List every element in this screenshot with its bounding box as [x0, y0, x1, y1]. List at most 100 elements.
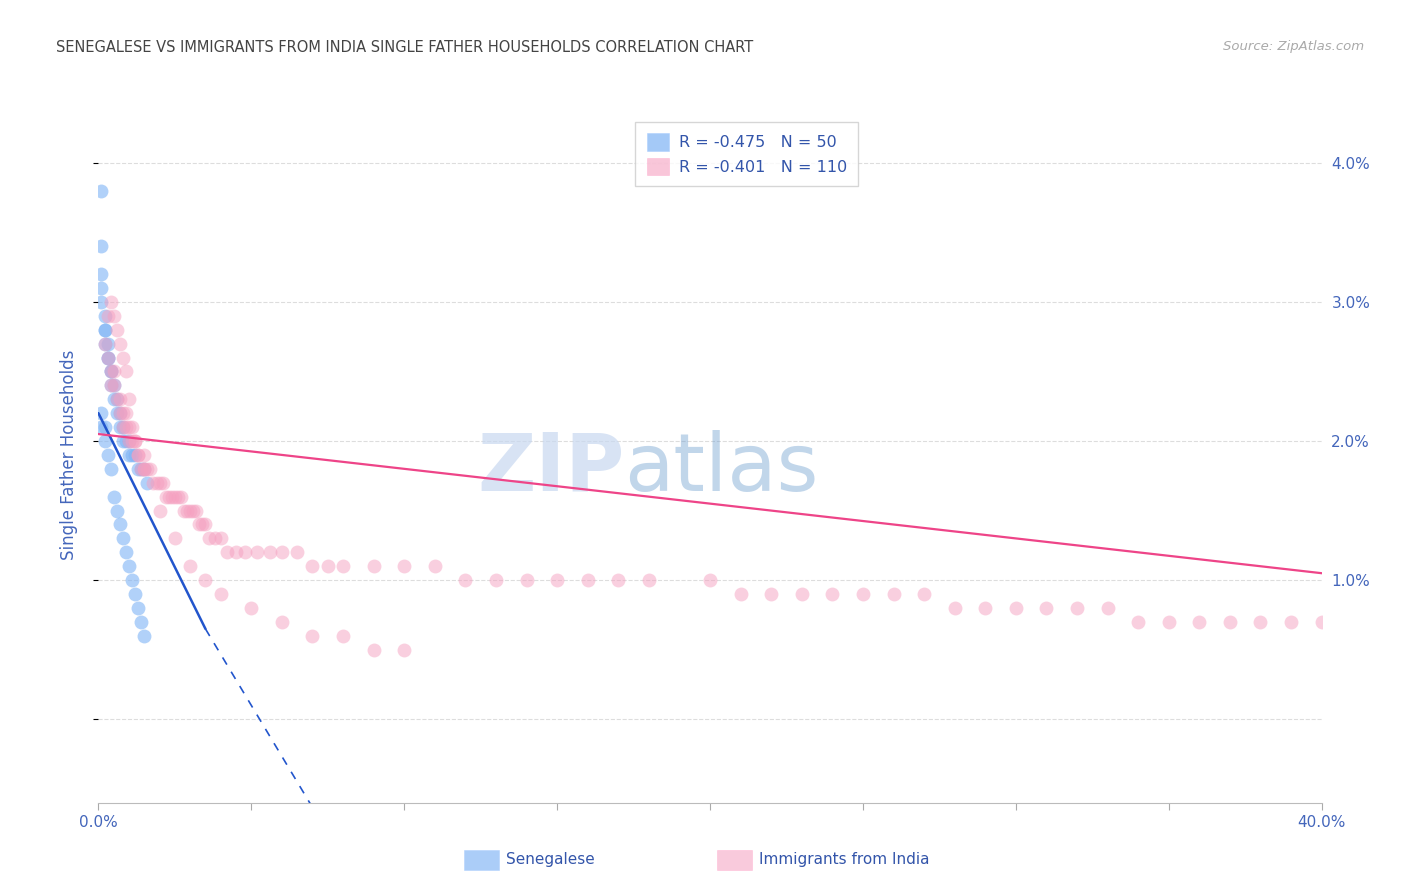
- Point: [204, 532, 226, 546]
- Point: [108, 336, 131, 351]
- Point: [124, 434, 146, 448]
- Point: [108, 420, 131, 434]
- Point: [1035, 601, 1057, 615]
- Point: [118, 434, 141, 448]
- Point: [115, 406, 138, 420]
- Point: [485, 573, 508, 587]
- Point: [139, 462, 162, 476]
- Text: ZIP: ZIP: [477, 430, 624, 508]
- Point: [103, 392, 125, 407]
- Point: [179, 503, 201, 517]
- Point: [637, 573, 661, 587]
- Point: [179, 559, 201, 574]
- Point: [316, 559, 339, 574]
- Point: [97, 351, 120, 365]
- Point: [197, 532, 219, 546]
- Point: [1310, 615, 1333, 629]
- Legend: R = -0.475   N = 50, R = -0.401   N = 110: R = -0.475 N = 50, R = -0.401 N = 110: [636, 122, 858, 186]
- Text: SENEGALESE VS IMMIGRANTS FROM INDIA SINGLE FATHER HOUSEHOLDS CORRELATION CHART: SENEGALESE VS IMMIGRANTS FROM INDIA SING…: [56, 40, 754, 55]
- Point: [134, 629, 156, 643]
- Point: [105, 392, 128, 407]
- Point: [759, 587, 782, 601]
- Point: [392, 642, 416, 657]
- Point: [97, 351, 120, 365]
- Point: [97, 336, 120, 351]
- Point: [454, 573, 477, 587]
- Point: [121, 434, 143, 448]
- Point: [181, 503, 204, 517]
- Point: [142, 475, 165, 490]
- Point: [163, 490, 186, 504]
- Point: [186, 503, 208, 517]
- Point: [1188, 615, 1211, 629]
- Point: [136, 475, 159, 490]
- Point: [108, 406, 131, 420]
- Point: [363, 559, 385, 574]
- Point: [90, 294, 112, 309]
- Point: [105, 406, 128, 420]
- Point: [546, 573, 568, 587]
- Point: [127, 462, 149, 476]
- Point: [118, 448, 141, 462]
- Point: [93, 336, 115, 351]
- Point: [699, 573, 721, 587]
- Text: Senegalese: Senegalese: [506, 853, 595, 867]
- Point: [105, 503, 128, 517]
- Point: [93, 336, 115, 351]
- Point: [134, 462, 156, 476]
- Point: [127, 601, 149, 615]
- Point: [103, 309, 125, 323]
- Point: [392, 559, 416, 574]
- Point: [115, 545, 138, 559]
- Point: [100, 378, 122, 392]
- Point: [225, 545, 247, 559]
- Point: [108, 406, 131, 420]
- Y-axis label: Single Father Households: Single Father Households: [59, 350, 77, 560]
- Point: [93, 420, 115, 434]
- Point: [97, 351, 120, 365]
- Point: [157, 490, 180, 504]
- Point: [1249, 615, 1271, 629]
- Point: [103, 378, 125, 392]
- Point: [1004, 601, 1026, 615]
- Point: [136, 462, 159, 476]
- Point: [1097, 601, 1119, 615]
- Point: [105, 323, 128, 337]
- Point: [90, 406, 112, 420]
- Point: [118, 392, 141, 407]
- Point: [149, 475, 172, 490]
- Point: [790, 587, 813, 601]
- Point: [121, 448, 143, 462]
- Point: [111, 351, 134, 365]
- Point: [912, 587, 935, 601]
- Point: [1157, 615, 1180, 629]
- Point: [111, 406, 134, 420]
- Point: [121, 573, 143, 587]
- Point: [108, 392, 131, 407]
- Point: [93, 309, 115, 323]
- Point: [188, 517, 211, 532]
- Point: [97, 448, 120, 462]
- Point: [93, 434, 115, 448]
- Point: [160, 490, 183, 504]
- Text: Immigrants from India: Immigrants from India: [759, 853, 929, 867]
- Point: [246, 545, 269, 559]
- Point: [115, 420, 138, 434]
- Point: [191, 517, 214, 532]
- Point: [209, 532, 232, 546]
- Point: [149, 503, 172, 517]
- Point: [152, 475, 174, 490]
- Point: [821, 587, 844, 601]
- Point: [285, 545, 308, 559]
- Point: [103, 378, 125, 392]
- Point: [883, 587, 905, 601]
- Point: [127, 448, 149, 462]
- Point: [332, 629, 354, 643]
- Point: [730, 587, 752, 601]
- Point: [90, 420, 112, 434]
- Point: [100, 364, 122, 378]
- Point: [90, 267, 112, 281]
- Point: [1219, 615, 1241, 629]
- Point: [100, 378, 122, 392]
- Point: [259, 545, 281, 559]
